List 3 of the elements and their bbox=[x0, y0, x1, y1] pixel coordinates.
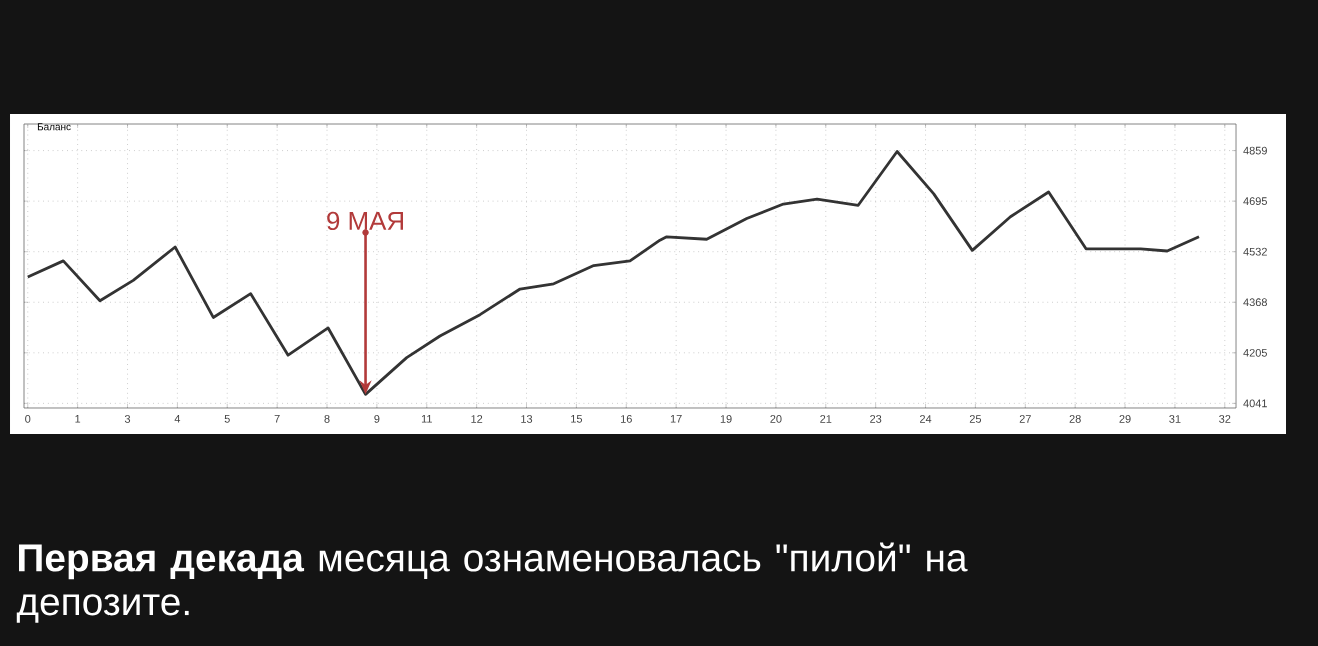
text: Первая декада месяца ознаменовалась "пилой" на депозите. bbox=[16, 542, 968, 623]
annotation: 9 МАЯ bbox=[327, 211, 403, 231]
line-series bbox=[26, 150, 1201, 396]
